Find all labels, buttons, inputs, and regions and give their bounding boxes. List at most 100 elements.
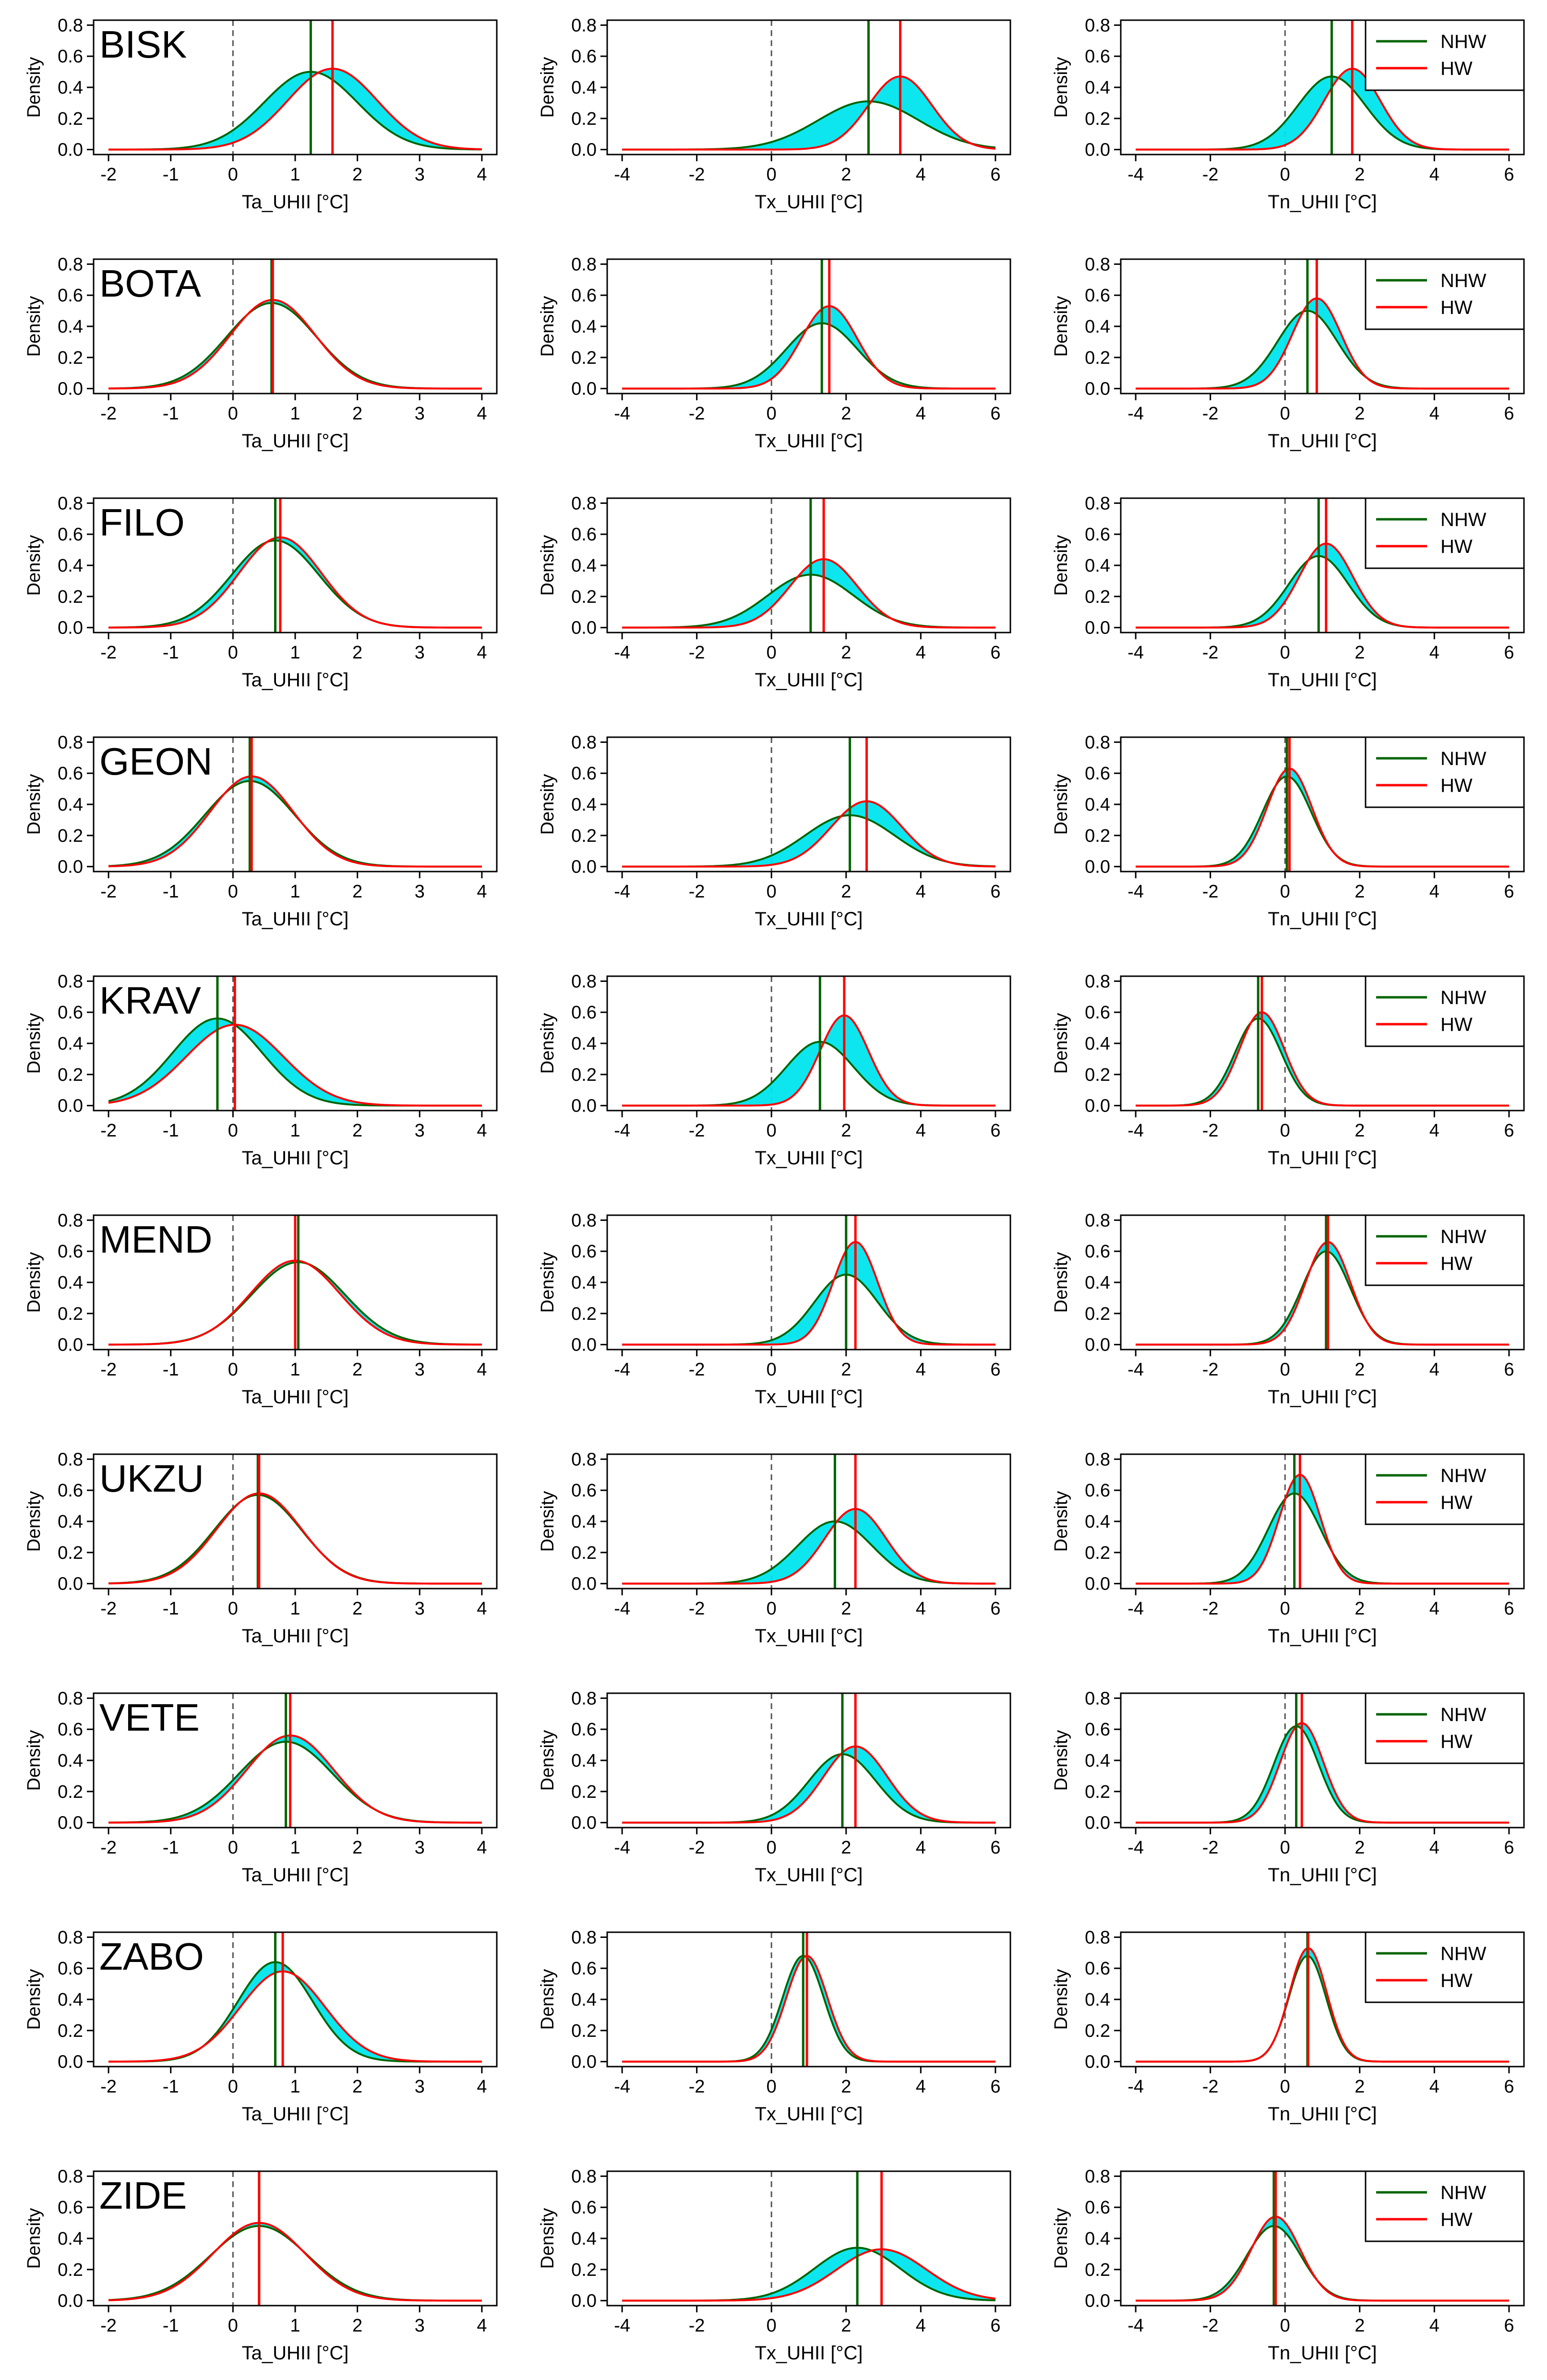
panel-content <box>108 1454 482 1589</box>
y-axis-label: Density <box>538 774 558 835</box>
y-axis-label: Density <box>538 1730 558 1791</box>
y-tick-label: 0.8 <box>571 493 597 514</box>
y-tick-label: 0.8 <box>1085 254 1110 275</box>
y-tick-label: 0.6 <box>58 764 83 784</box>
y-axis-label: Density <box>1051 1969 1071 2030</box>
y-tick-label: 0.4 <box>58 795 83 815</box>
legend-nhw-label: NHW <box>1440 1704 1487 1725</box>
y-tick-label: 0.8 <box>1085 1449 1110 1470</box>
x-tick-label: 3 <box>415 404 425 424</box>
y-tick-label: 0.6 <box>571 2198 597 2218</box>
y-tick-label: 0.4 <box>571 1751 597 1771</box>
hw-density-line <box>108 1970 482 2063</box>
y-tick-label: 0.2 <box>1085 348 1110 368</box>
x-axis-label: Tx_UHII [°C] <box>755 1626 863 1647</box>
y-tick-label: 0.8 <box>1085 1210 1110 1231</box>
y-tick-label: 0.0 <box>1085 1335 1110 1355</box>
panel-ukzu-3: 0.0 0.2 0.4 0.6 0.8 Density -4 -2 0 2 4 6 Tn_UHII [°… <box>1051 1449 1525 1647</box>
x-tick-label: -1 <box>163 643 179 663</box>
hw-density-line <box>108 1734 482 1824</box>
y-tick-label: 0.4 <box>1085 317 1110 337</box>
x-tick-label: 0 <box>1280 1838 1290 1858</box>
panel-content <box>108 976 482 1111</box>
panel-content <box>622 1215 995 1350</box>
y-tick-label: 0.2 <box>58 348 83 368</box>
x-tick-label: 6 <box>990 2316 1000 2336</box>
y-tick-label: 0.4 <box>1085 2229 1110 2249</box>
y-tick-label: 0.4 <box>571 2229 597 2249</box>
x-tick-label: -4 <box>1127 2316 1144 2336</box>
legend-hw-label: HW <box>1440 1731 1473 1752</box>
panel-vete-3: 0.0 0.2 0.4 0.6 0.8 Density -4 -2 0 2 4 6 Tn_UHII [°… <box>1051 1688 1525 1886</box>
x-tick-label: 1 <box>290 1838 300 1858</box>
y-tick-label: 0.6 <box>571 1720 597 1740</box>
x-tick-label: 0 <box>228 404 238 424</box>
y-tick-label: 0.2 <box>1085 587 1110 607</box>
y-tick-label: 0.2 <box>1085 2021 1110 2041</box>
panel-content <box>1136 259 1509 394</box>
plot-frame <box>606 1214 1011 1351</box>
panel-zabo-3: 0.0 0.2 0.4 0.6 0.8 Density -4 -2 0 2 4 6 Tn_UHII [°… <box>1051 1927 1525 2125</box>
y-tick-label: 0.8 <box>571 1688 597 1709</box>
x-tick-label: -2 <box>1202 2316 1219 2336</box>
x-tick-label: 0 <box>767 643 777 663</box>
x-tick-label: 2 <box>841 882 851 902</box>
y-tick-label: 0.4 <box>58 1751 83 1771</box>
x-tick-label: 0 <box>228 1360 238 1380</box>
y-tick-label: 0.0 <box>571 857 597 877</box>
y-tick-label: 0.8 <box>571 971 597 992</box>
x-tick-label: 3 <box>415 1838 425 1858</box>
panel-content <box>622 498 995 633</box>
x-tick-label: 2 <box>841 404 851 424</box>
plot-frame <box>606 497 1011 634</box>
x-tick-label: 0 <box>228 882 238 902</box>
x-axis-label: Tn_UHII [°C] <box>1268 1626 1377 1647</box>
x-tick-label: 4 <box>916 2316 926 2336</box>
y-tick-label: 0.8 <box>58 2166 83 2187</box>
x-tick-label: 0 <box>228 2077 238 2097</box>
x-tick-label: 2 <box>352 165 362 185</box>
x-tick-label: 0 <box>1280 643 1290 663</box>
x-tick-label: -1 <box>163 165 179 185</box>
y-axis-label: Density <box>1051 774 1071 835</box>
y-tick-label: 0.0 <box>1085 2291 1110 2311</box>
nhw-density-line <box>622 1955 995 2063</box>
x-tick-label: 6 <box>990 404 1000 424</box>
y-tick-label: 0.2 <box>571 2021 597 2041</box>
x-tick-label: 4 <box>477 1121 487 1141</box>
x-tick-label: 0 <box>767 1838 777 1858</box>
hw-density-line <box>622 800 995 868</box>
x-tick-label: 6 <box>990 882 1000 902</box>
x-tick-label: 3 <box>415 2316 425 2336</box>
y-tick-label: 0.0 <box>1085 1813 1110 1833</box>
x-tick-label: -1 <box>163 1599 179 1619</box>
x-tick-label: -2 <box>100 882 117 902</box>
x-tick-label: -2 <box>689 404 705 424</box>
resampling-band <box>622 76 995 150</box>
x-tick-label: 0 <box>767 1599 777 1619</box>
hw-density-line <box>1136 68 1509 151</box>
y-tick-label: 0.0 <box>58 1574 83 1594</box>
plot-frame <box>93 1931 498 2068</box>
panel-mend-1: 0.0 0.2 0.4 0.6 0.8 Density -2 -1 0 1 2 3 4 Ta_UHII [… <box>24 1210 498 1408</box>
x-tick-label: 6 <box>990 1838 1000 1858</box>
y-tick-label: 0.2 <box>58 2021 83 2041</box>
x-tick-label: 2 <box>352 2077 362 2097</box>
panel-filo-2: 0.0 0.2 0.4 0.6 0.8 Density -4 -2 0 2 4 6 Tx_UHII [°… <box>538 493 1011 691</box>
nhw-density-line <box>622 322 995 390</box>
panel-content <box>1136 1215 1509 1350</box>
x-tick-label: 3 <box>415 882 425 902</box>
x-tick-label: -4 <box>614 1599 630 1619</box>
panel-content <box>1136 1454 1509 1589</box>
y-axis-label: Density <box>24 774 44 835</box>
y-axis-label: Density <box>538 2208 558 2269</box>
x-tick-label: 6 <box>990 2077 1000 2097</box>
y-tick-label: 0.6 <box>58 1720 83 1740</box>
plot-frame <box>93 258 498 395</box>
x-tick-label: 2 <box>352 643 362 663</box>
y-axis-label: Density <box>1051 2208 1071 2269</box>
x-tick-label: 0 <box>767 165 777 185</box>
y-axis-label: Density <box>538 1252 558 1313</box>
panel-krav-1: 0.0 0.2 0.4 0.6 0.8 Density -2 -1 0 1 2 3 4 Ta_UHII [… <box>24 971 498 1169</box>
x-tick-label: -2 <box>100 2316 117 2336</box>
